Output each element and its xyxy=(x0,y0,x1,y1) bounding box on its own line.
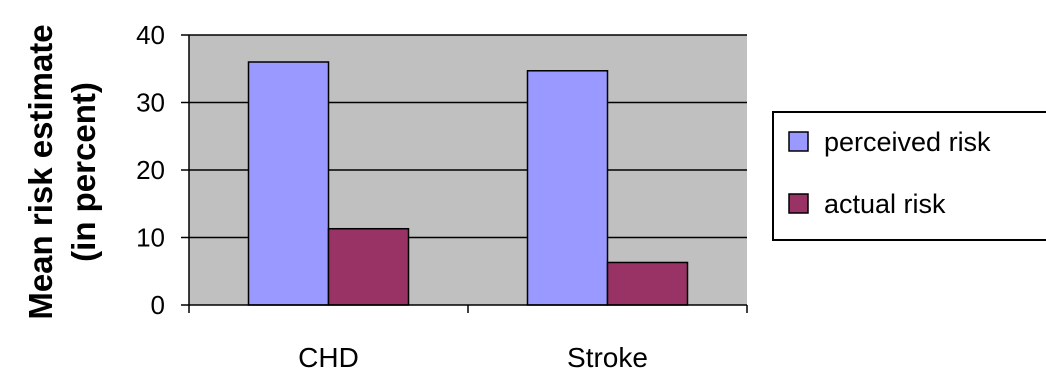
x-category-label: Stroke xyxy=(567,342,648,373)
y-axis-subtitle: (in percent) xyxy=(65,82,102,262)
y-tick-label: 0 xyxy=(151,290,165,320)
axes xyxy=(181,34,748,313)
y-tick-labels: 0 10 20 30 40 xyxy=(136,20,165,320)
y-axis-title: Mean risk estimate xyxy=(22,24,59,319)
bar-perceived-risk-stroke xyxy=(526,70,609,306)
y-axis-title-line1: Mean risk estimate xyxy=(22,24,59,319)
y-tick-label: 40 xyxy=(136,20,165,50)
y-axis-title-line2: (in percent) xyxy=(65,82,102,262)
y-tick-label: 20 xyxy=(136,155,165,185)
y-tick-label: 10 xyxy=(136,223,165,253)
legend-label-actual-risk: actual risk xyxy=(824,189,946,219)
bar-perceived-risk-chd xyxy=(247,61,330,306)
legend-box xyxy=(772,111,1046,241)
legend-swatch-perceived-risk xyxy=(788,131,809,152)
x-category-labels: CHD Stroke xyxy=(298,342,648,373)
legend: perceived risk actual risk xyxy=(772,111,1046,241)
bar-actual-risk-chd xyxy=(327,227,410,306)
legend-label-perceived-risk: perceived risk xyxy=(824,127,991,157)
x-category-label: CHD xyxy=(298,342,359,373)
bar-actual-risk-stroke xyxy=(606,261,689,306)
y-tick-label: 30 xyxy=(136,88,165,118)
legend-swatch-actual-risk xyxy=(788,193,809,214)
